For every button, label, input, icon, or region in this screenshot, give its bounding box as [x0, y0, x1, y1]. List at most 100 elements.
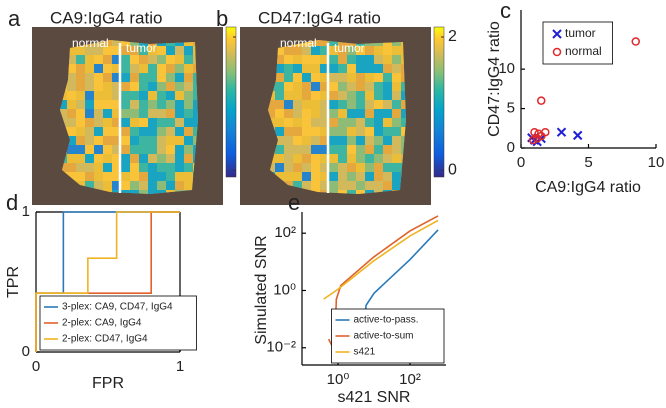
x-tick-label: 0: [517, 154, 525, 171]
heatmap-pixel: [148, 136, 157, 145]
heatmap-pixel: [284, 46, 293, 55]
heatmap-pixel: [139, 127, 148, 136]
heatmap-pixel: [157, 118, 166, 127]
heatmap-pixel: [374, 163, 383, 172]
heatmap-pixel: [139, 181, 148, 190]
heatmap-pixel: [338, 55, 347, 64]
heatmap-pixel: [130, 73, 139, 82]
heatmap-pixel: [365, 91, 374, 100]
heatmap-pixel: [130, 64, 139, 73]
heatmap-pixel: [67, 64, 76, 73]
heatmap-pixel: [76, 55, 85, 64]
heatmap-pixel: [103, 100, 112, 109]
heatmap-pixel: [284, 145, 293, 154]
heatmap-pixel: [338, 181, 347, 190]
heatmap-pixel: [157, 73, 166, 82]
heatmap-pixel: [320, 190, 329, 194]
heatmap-pixel: [193, 82, 198, 91]
heatmap-pixel: [329, 100, 338, 109]
heatmap-pixel: [383, 40, 392, 46]
heatmap-pixel: [121, 181, 130, 190]
heatmap-pixel: [148, 100, 157, 109]
heatmap-pixel: [175, 46, 184, 55]
heatmap-pixel: [329, 82, 338, 91]
heatmap-pixel: [302, 181, 311, 190]
heatmap-pixel: [365, 154, 374, 163]
heatmap-pixel: [121, 64, 130, 73]
heatmap-pixel: [383, 181, 392, 190]
heatmap-pixel: [338, 82, 347, 91]
heatmap-pixel: [103, 91, 112, 100]
heatmap-pixel: [166, 136, 175, 145]
heatmap-pixel: [293, 73, 302, 82]
heatmap-pixel: [85, 82, 94, 91]
heatmap-pixel: [121, 154, 130, 163]
heatmap-pixel: [175, 118, 184, 127]
heatmap-pixel: [166, 163, 175, 172]
heatmap-pixel: [347, 145, 356, 154]
heatmap-pixel: [94, 127, 103, 136]
heatmap-pixel: [320, 127, 329, 136]
heatmap-pixel: [338, 40, 347, 46]
heatmap-pixel: [311, 127, 320, 136]
heatmap-pixel: [112, 82, 121, 91]
heatmap-pixel: [383, 82, 392, 91]
heatmap-pixel: [85, 181, 94, 190]
heatmap-pixel: [392, 100, 401, 109]
heatmap-pixel: [275, 64, 284, 73]
x-tick-label: 0: [32, 358, 40, 375]
heatmap-pixel: [275, 46, 284, 55]
y-axis-label: CD47:IgG4 ratio: [486, 21, 503, 137]
heatmap-pixel: [139, 46, 148, 55]
heatmap-pixel: [320, 181, 329, 190]
heatmap-pixel: [148, 172, 157, 181]
heatmap-pixel: [94, 163, 103, 172]
heatmap-pixel: [139, 91, 148, 100]
heatmap-pixel: [302, 172, 311, 181]
heatmap-pixel: [175, 127, 184, 136]
legend-label: active-to-pass.: [354, 315, 419, 326]
heatmap-pixel: [392, 154, 401, 163]
heatmap-pixel: [148, 163, 157, 172]
heatmap-pixel: [356, 100, 365, 109]
heatmap-pixel: [130, 118, 139, 127]
heatmap-pixel: [76, 163, 85, 172]
heatmap-pixel: [130, 127, 139, 136]
heatmap-pixel: [157, 127, 166, 136]
heatmap-pixel: [392, 40, 401, 46]
heatmap-pixel: [130, 172, 139, 181]
heatmap-pixel: [94, 154, 103, 163]
heatmap-pixel: [284, 73, 293, 82]
heatmap-pixel: [302, 136, 311, 145]
heatmap-pixel: [392, 55, 401, 64]
heatmap-pixel: [112, 145, 121, 154]
heatmap-pixel: [184, 46, 193, 55]
heatmap-pixel: [76, 64, 85, 73]
heatmap-pixel: [166, 73, 175, 82]
heatmap-pixel: [356, 82, 365, 91]
heatmap-pixel: [338, 109, 347, 118]
heatmap-pixel: [392, 109, 401, 118]
heatmap-pixel: [85, 73, 94, 82]
heatmap-pixel: [67, 82, 76, 91]
legend-box: [39, 295, 197, 351]
heatmap-pixel: [275, 145, 284, 154]
heatmap-pixel: [275, 118, 284, 127]
heatmap-pixel: [121, 145, 130, 154]
heatmap-pixel: [293, 136, 302, 145]
heatmap-pixel: [347, 82, 356, 91]
heatmap-pixel: [157, 136, 166, 145]
heatmap-pixel: [166, 55, 175, 64]
heatmap-pixel: [311, 154, 320, 163]
heatmap-pixel: [293, 127, 302, 136]
heatmap-pixel: [284, 91, 293, 100]
heatmap-pixel: [67, 136, 76, 145]
heatmap-pixel: [166, 154, 175, 163]
heatmap-pixel: [60, 163, 67, 172]
heatmap-pixel: [302, 46, 311, 55]
heatmap-pixel: [293, 181, 302, 190]
heatmap-pixel: [94, 46, 103, 55]
heatmap-pixel: [329, 145, 338, 154]
heatmap-pixel: [166, 172, 175, 181]
